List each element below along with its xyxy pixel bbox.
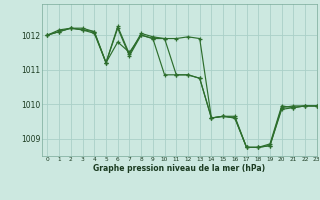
X-axis label: Graphe pression niveau de la mer (hPa): Graphe pression niveau de la mer (hPa) <box>93 164 265 173</box>
